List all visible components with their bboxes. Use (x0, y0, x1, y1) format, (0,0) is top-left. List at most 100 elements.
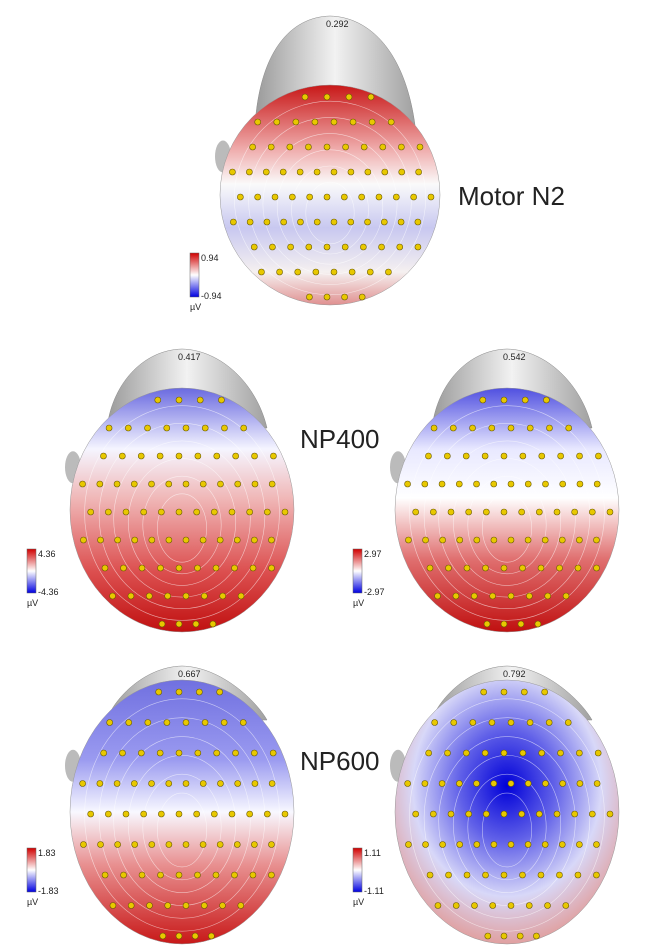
electrode (348, 268, 356, 276)
electrode (593, 780, 601, 787)
electrode (507, 780, 515, 787)
electrode (254, 118, 262, 126)
contour (142, 773, 222, 881)
electrode (438, 780, 446, 787)
electrode (462, 452, 470, 460)
electrode (481, 452, 489, 460)
electrode (175, 810, 183, 818)
electrode (447, 508, 455, 516)
electrode (594, 749, 602, 757)
electrode (606, 508, 614, 516)
electrode (347, 218, 355, 226)
electrode (519, 749, 527, 757)
electrode (593, 841, 600, 848)
electrode (488, 424, 496, 432)
electrode (194, 452, 202, 460)
electrode (240, 424, 247, 432)
colorbar (26, 548, 37, 594)
electrode (439, 536, 446, 544)
electrode (105, 508, 112, 516)
electrode (500, 564, 508, 572)
electrode (246, 168, 253, 176)
electrode (305, 143, 312, 151)
electrode (414, 218, 422, 226)
electrode (246, 508, 253, 516)
electrode (106, 719, 113, 726)
electrode (526, 719, 534, 726)
electrode (228, 508, 236, 516)
colorbar-max: 2.97 (364, 549, 382, 559)
electrode (182, 424, 190, 432)
electrode (140, 508, 147, 516)
electrode (558, 536, 566, 544)
electrode (524, 480, 532, 488)
electrode (101, 871, 109, 879)
electrode (269, 749, 277, 757)
electrode (158, 810, 165, 818)
electrode (281, 508, 289, 516)
electrode (556, 871, 563, 879)
time-label: 0.542 (503, 352, 526, 362)
contour (276, 149, 384, 265)
electrode (122, 508, 130, 516)
electrode (473, 841, 481, 848)
electrode (553, 810, 561, 818)
electrode (465, 810, 472, 818)
time-label: 0.667 (178, 669, 201, 679)
electrode (545, 719, 553, 726)
electrode (427, 193, 435, 201)
electrode (381, 218, 388, 226)
electrode (216, 688, 223, 696)
electrode (330, 268, 338, 276)
electrode (211, 810, 218, 818)
electrode (154, 396, 162, 404)
electrode (533, 932, 540, 940)
electrode (122, 810, 130, 818)
electrode (209, 620, 217, 628)
electrode (358, 193, 365, 201)
electrode (201, 424, 209, 432)
electrode (113, 480, 121, 488)
electrode (416, 143, 424, 151)
electrode (576, 749, 583, 757)
electrode (358, 293, 366, 301)
electrode (500, 932, 508, 940)
electrode (264, 508, 271, 516)
electrode (484, 932, 492, 940)
electrode (490, 780, 498, 787)
electrode (175, 932, 183, 940)
electrode (543, 396, 550, 404)
electrode (507, 719, 515, 726)
colorbar-max: 1.11 (364, 848, 381, 858)
electrode (175, 564, 183, 572)
electrode (164, 592, 171, 600)
electrode (553, 508, 561, 516)
colorbar-min: -1.11 (364, 886, 384, 896)
electrode (97, 536, 104, 544)
electrode (182, 592, 190, 600)
electrode (221, 424, 228, 432)
electrode (507, 424, 515, 432)
electrode (483, 620, 491, 628)
electrode (556, 564, 563, 572)
electrode (87, 508, 94, 516)
contour (452, 755, 562, 893)
electrode (97, 841, 104, 848)
electrode (526, 424, 534, 432)
contour (113, 736, 251, 906)
electrode (294, 268, 302, 276)
electrode (455, 480, 463, 488)
electrode (137, 452, 145, 460)
electrode (430, 424, 438, 432)
electrode (576, 780, 584, 787)
electrode (323, 243, 331, 251)
electrode (470, 592, 478, 600)
electrode (517, 620, 525, 628)
colorbar-min: -0.94 (201, 291, 222, 301)
electrode (131, 536, 139, 544)
electrode (450, 424, 457, 432)
electrode (159, 932, 167, 940)
electrode (297, 218, 304, 226)
electrode (182, 841, 190, 848)
electrode (113, 780, 121, 787)
